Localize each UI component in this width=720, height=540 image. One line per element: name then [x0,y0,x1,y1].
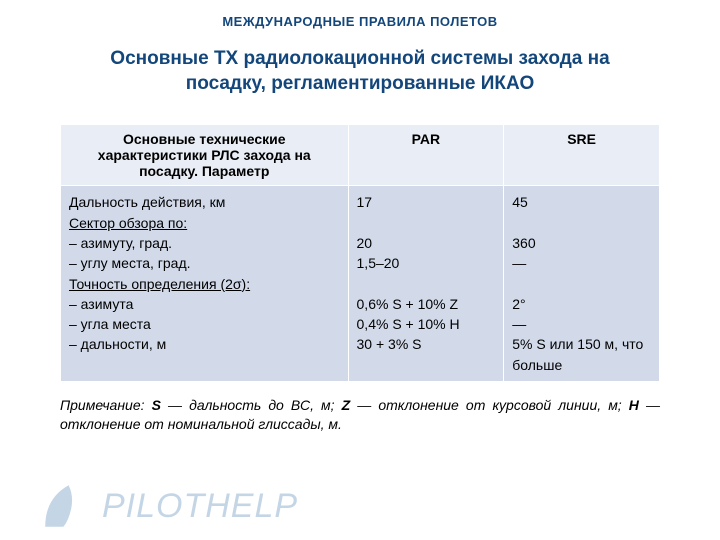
par-line: 20 [357,235,373,251]
title-line-1: Основные ТХ радиолокационной системы зах… [110,48,609,69]
sre-line [512,215,516,231]
note-z-text: — отклонение от курсовой линии, м; [350,397,629,413]
note-s-text: — дальность до ВС, м; [161,397,342,413]
sre-line: 2° [512,296,525,312]
col-header-sre: SRE [504,125,660,186]
param-line: – дальности, м [69,336,166,352]
param-line: Сектор обзора по: [69,215,187,231]
col-header-param: Основные технические характеристики РЛС … [61,125,349,186]
specs-table: Основные технические характеристики РЛС … [60,124,660,382]
sre-line: 45 [512,194,528,210]
par-line: 30 + 3% S [357,336,422,352]
par-line: 17 [357,194,373,210]
par-line: 0,4% S + 10% H [357,316,460,332]
page-header: МЕЖДУНАРОДНЫЕ ПРАВИЛА ПОЛЕТОВ [0,0,720,29]
note-prefix: Примечание: [60,397,152,413]
param-line: Дальность действия, км [69,194,225,210]
par-line: 0,6% S + 10% Z [357,296,459,312]
sre-line: 5% S или 150 м, что больше [512,336,643,372]
watermark: PILOTHELP [40,480,298,532]
note-h-label: H [629,397,639,413]
cell-param: Дальность действия, км Сектор обзора по: –… [61,186,349,382]
cell-sre: 45 360 — 2° — 5% S или 150 м, что больше [504,186,660,382]
fin-icon [40,480,92,532]
param-line: – угла места [69,316,151,332]
watermark-text: PILOTHELP [102,487,298,526]
param-line: – азимуту, град. [69,235,172,251]
par-line [357,215,361,231]
param-line: Точность определения (2σ): [69,276,250,292]
sre-line [512,276,516,292]
par-line: 1,5–20 [357,255,400,271]
table-header-row: Основные технические характеристики РЛС … [61,125,660,186]
sre-line: 360 [512,235,535,251]
param-line: – азимута [69,296,133,312]
page-title: Основные ТХ радиолокационной системы зах… [0,29,720,96]
sre-line: — [512,316,526,332]
note-s-label: S [152,397,161,413]
cell-par: 17 20 1,5–20 0,6% S + 10% Z 0,4% S + 10% H… [348,186,504,382]
par-line [357,276,361,292]
footnote: Примечание: S — дальность до ВС, м; Z — … [0,382,720,434]
table-row: Дальность действия, км Сектор обзора по: –… [61,186,660,382]
col-header-par: PAR [348,125,504,186]
sre-line: — [512,255,526,271]
note-z-label: Z [342,397,351,413]
table-container: Основные технические характеристики РЛС … [0,96,720,382]
param-line: – углу места, град. [69,255,191,271]
title-line-2: посадку, регламентированные ИКАО [186,73,535,94]
